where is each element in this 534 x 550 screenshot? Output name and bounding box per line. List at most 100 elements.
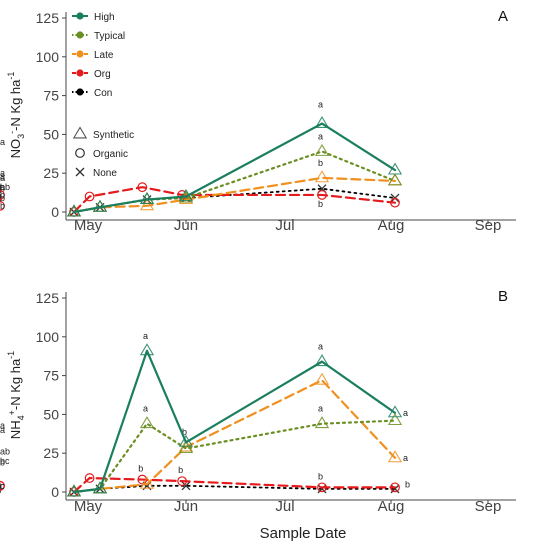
legend-marker-none-b bbox=[75, 167, 85, 177]
x-tick-label: Jun bbox=[174, 498, 198, 515]
x-tick-label: Jun bbox=[174, 217, 198, 234]
significance-letter: b bbox=[0, 201, 5, 211]
significance-letter: ab bbox=[0, 447, 10, 457]
point-high bbox=[66, 204, 82, 217]
x-tick-label: May bbox=[74, 217, 103, 234]
point-late bbox=[139, 198, 155, 211]
significance-letter: b bbox=[138, 464, 143, 474]
point-org bbox=[0, 480, 5, 491]
point-late bbox=[387, 450, 403, 463]
y-axis-title-part: -N Kg ha bbox=[8, 79, 23, 131]
point-high bbox=[314, 115, 330, 128]
point-con bbox=[317, 484, 327, 494]
point-con-b bbox=[317, 484, 327, 494]
significance-letter: a bbox=[0, 168, 5, 178]
series-line-late bbox=[72, 379, 397, 494]
x-tick-label: Jul bbox=[275, 498, 294, 515]
x-tick-label: Sep bbox=[475, 217, 502, 234]
point-org bbox=[137, 182, 148, 193]
point-org bbox=[84, 473, 95, 483]
point-high bbox=[139, 192, 155, 205]
significance-letter: c bbox=[0, 481, 5, 491]
point-typical bbox=[178, 440, 194, 453]
legend-label-synthetic: Synthetic bbox=[93, 130, 134, 141]
significance-letter: b bbox=[0, 184, 5, 194]
point-high bbox=[66, 484, 82, 497]
y-tick-label: 0 bbox=[51, 204, 59, 220]
point-high bbox=[178, 188, 194, 201]
point-org bbox=[390, 197, 400, 208]
point-con-b bbox=[181, 481, 191, 491]
y-axis-title: NH4+-N Kg ha-1 bbox=[6, 351, 26, 439]
point-typical bbox=[387, 173, 403, 186]
x-tick-label: Jul bbox=[275, 217, 294, 234]
legend: High Typical Late Org Con Synthetic Organic Non… bbox=[72, 12, 134, 179]
point-org bbox=[317, 482, 327, 493]
point-org bbox=[390, 482, 400, 493]
significance-letter: b bbox=[0, 458, 5, 468]
legend-marker-organic bbox=[75, 148, 85, 158]
y-tick-label: 50 bbox=[43, 126, 59, 142]
y-axis-title-part: 4 bbox=[16, 415, 26, 420]
significance-letter: b bbox=[0, 190, 5, 200]
y-tick-label: 100 bbox=[36, 49, 60, 65]
point-org bbox=[177, 476, 188, 487]
y-tick-label: 125 bbox=[36, 10, 60, 26]
y-axis-title-part: NH bbox=[8, 420, 23, 439]
x-tick-label: Aug bbox=[378, 217, 405, 234]
x-tick-label: May bbox=[74, 498, 103, 515]
point-org bbox=[84, 191, 95, 202]
point-con bbox=[181, 481, 191, 491]
significance-letter: b bbox=[405, 479, 410, 489]
significance-letter: b bbox=[318, 471, 323, 481]
significance-letter: a bbox=[143, 331, 148, 341]
point-org bbox=[137, 474, 148, 485]
legend-label-organic: Organic bbox=[93, 149, 128, 160]
y-axis-title-part: 3 bbox=[16, 134, 26, 139]
y-axis-title-part: -N Kg ha bbox=[8, 358, 23, 410]
point-high bbox=[92, 481, 108, 494]
point-late bbox=[314, 372, 330, 385]
point-late bbox=[314, 170, 330, 183]
y-tick-label: 0 bbox=[51, 484, 59, 500]
y-axis-title: NO3--N Kg ha-1 bbox=[6, 72, 26, 159]
x-axis-title: Sample Date bbox=[260, 525, 347, 542]
series-line-con bbox=[73, 484, 396, 493]
point-high bbox=[139, 343, 155, 356]
point-con-b bbox=[390, 484, 400, 494]
significance-letter: a bbox=[0, 137, 5, 147]
point-typical bbox=[139, 416, 155, 429]
significance-letter: a bbox=[0, 420, 5, 430]
significance-letter: a bbox=[403, 408, 408, 418]
legend-label-none: None bbox=[93, 168, 117, 179]
point-org bbox=[317, 190, 327, 200]
legend-label-late: Late bbox=[94, 50, 114, 61]
significance-letter: a bbox=[403, 453, 408, 463]
panel-B: 0 25 50 75 100 125 May Jun Jul Aug Sep NH4+-N Kg ha… bbox=[0, 288, 516, 542]
legend-dot-late bbox=[76, 50, 84, 58]
panel-label: A bbox=[498, 8, 508, 25]
point-typical bbox=[314, 143, 330, 156]
significance-letter: b bbox=[182, 427, 187, 437]
point-high bbox=[387, 162, 403, 175]
point-typical bbox=[314, 416, 330, 429]
y-axis-title-part: NO bbox=[8, 139, 23, 159]
x-tick-label: Sep bbox=[475, 498, 502, 515]
significance-letter: a bbox=[0, 171, 5, 181]
point-high bbox=[178, 434, 194, 447]
significance-letter: a bbox=[0, 425, 5, 435]
significance-letter: a bbox=[143, 404, 148, 414]
y-tick-label: 25 bbox=[43, 165, 59, 181]
legend-label-high: High bbox=[94, 12, 115, 23]
point-org bbox=[0, 200, 5, 211]
significance-letter: b bbox=[178, 465, 183, 475]
significance-letter: b bbox=[0, 182, 5, 192]
significance-letter: a bbox=[318, 131, 323, 141]
y-tick-label: 75 bbox=[43, 368, 59, 384]
significance-letter: ab bbox=[0, 182, 10, 192]
y-tick-label: 50 bbox=[43, 406, 59, 422]
series-line-org bbox=[72, 186, 397, 214]
significance-letter: c bbox=[0, 481, 5, 491]
point-late bbox=[139, 476, 155, 489]
point-high bbox=[387, 405, 403, 418]
